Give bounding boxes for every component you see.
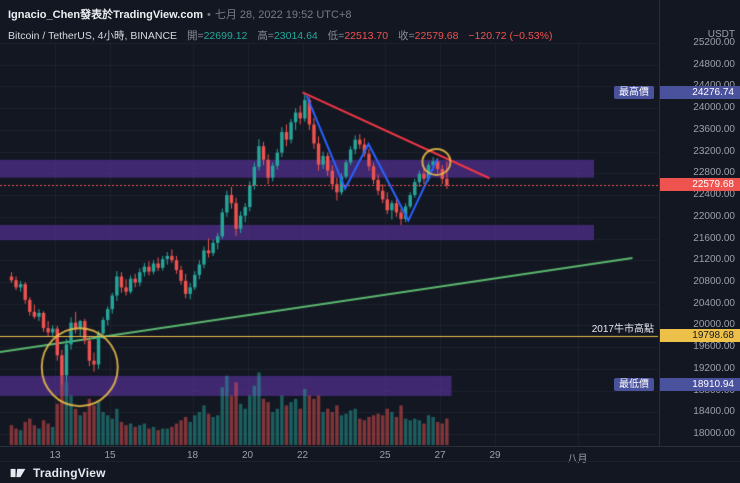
lowest-price-flag: 最低價 [614, 377, 654, 391]
price-tick-label: 18000.00 [693, 428, 735, 439]
price-tick-label: 18400.00 [693, 406, 735, 418]
time-axis-label: 22 [296, 450, 309, 461]
tradingview-logo-icon[interactable] [9, 466, 27, 480]
ohlc-high-label: 高= [257, 30, 274, 42]
price-tick-label: 24400.00 [693, 81, 735, 91]
price-tick-label: 23600.00 [693, 123, 735, 135]
highest-price-badge: 24276.74 [660, 86, 740, 100]
price-tick-label: 20000.00 [693, 319, 735, 331]
price-tick-label: 21600.00 [693, 232, 735, 244]
ohlc-open-value: 22699.12 [203, 30, 248, 42]
time-axis-label: 29 [489, 450, 501, 461]
ohlc-high-value: 23014.64 [273, 30, 318, 42]
price-tick-label: 20800.00 [693, 275, 735, 287]
price-tick-label: 20400.00 [693, 297, 735, 309]
time-axis-label: 20 [241, 450, 254, 461]
price-tick-label: 22000.00 [693, 210, 735, 222]
highest-price-flag: 最高價 [614, 86, 654, 100]
byline-author: Ignacio_Chen發表於TradingView.com [8, 9, 203, 21]
ohlc-low-value: 22513.70 [344, 30, 389, 42]
time-axis-label: 八月 [567, 454, 588, 465]
tradingview-brand-link[interactable]: TradingView [33, 465, 106, 480]
time-axis-border [0, 446, 740, 447]
time-axis-label: 15 [104, 450, 116, 461]
bull-market-high-note: 2017牛市高點 [591, 324, 654, 336]
price-tick-label: 25200.00 [693, 37, 735, 48]
price-tick-label: 24000.00 [693, 102, 735, 114]
symbol-description[interactable]: Bitcoin / TetherUS, 4小時, BINANCE [8, 30, 178, 42]
ohlc-low-label: 低= [327, 30, 345, 42]
ohlc-open-label: 開= [186, 30, 204, 42]
symbol-info-row: Bitcoin / TetherUS, 4小時, BINANCE 開=22699… [8, 28, 552, 43]
price-tick-label: 23200.00 [693, 145, 735, 157]
ohlc-close-label: 收= [398, 30, 415, 42]
time-axis-label: 13 [49, 450, 61, 461]
price-tick-label: 19600.00 [693, 341, 735, 353]
price-axis-currency: USDT [707, 29, 735, 40]
bull-market-high-badge: 19798.68 [660, 329, 740, 343]
change-value: −120.72 (−0.53%) [468, 30, 553, 42]
byline-timestamp: 七月 28, 2022 19:52 UTC+8 [214, 9, 352, 21]
ohlc-close-value: 22579.68 [414, 30, 459, 42]
price-tick-label: 19200.00 [693, 362, 735, 374]
footer-bar: TradingView [0, 461, 740, 483]
time-axis-label: 25 [379, 450, 391, 461]
time-axis-label: 27 [434, 450, 446, 461]
last-price-badge: 22579.68 [660, 178, 740, 192]
chart-header: Ignacio_Chen發表於TradingView.com • 七月 28, 20… [8, 6, 552, 43]
byline: Ignacio_Chen發表於TradingView.com • 七月 28, 20… [8, 6, 552, 22]
price-tick-label: 21200.00 [693, 254, 735, 266]
time-axis-label: 18 [186, 450, 199, 461]
price-tick-label: 22800.00 [693, 167, 735, 179]
price-tick-label: 24800.00 [693, 58, 735, 70]
lowest-price-badge: 18910.94 [660, 377, 740, 391]
price-tick-label: 22400.00 [693, 189, 735, 201]
byline-separator: • [206, 9, 211, 21]
